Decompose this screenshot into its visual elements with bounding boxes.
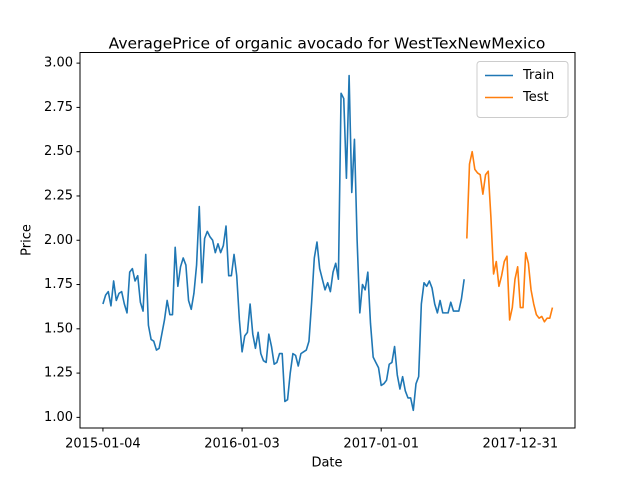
legend-label: Train	[522, 68, 554, 83]
y-axis-label: Price	[20, 224, 35, 256]
data-line	[466, 150, 554, 323]
y-tick-label: 1.75	[44, 277, 73, 292]
x-tick-label: 2017-01-01	[343, 437, 419, 452]
plot-area	[102, 74, 554, 412]
y-tick-label: 2.50	[44, 144, 73, 159]
x-axis-label: Date	[311, 456, 342, 471]
x-tick-label: 2015-01-04	[65, 437, 141, 452]
y-tick-label: 2.25	[44, 188, 73, 203]
chart-title: AveragePrice of organic avocado for West…	[109, 35, 546, 53]
y-tick-label: 3.00	[44, 56, 73, 71]
legend: Train Test	[476, 61, 569, 118]
y-tick-label: 1.50	[44, 321, 73, 336]
y-tick-label: 1.00	[44, 410, 73, 425]
y-tick-label: 1.25	[44, 366, 73, 381]
legend-label: Test	[522, 90, 549, 105]
x-tick-label: 2017-12-31	[483, 437, 559, 452]
x-tick-label: 2016-01-03	[204, 437, 280, 452]
y-tick-label: 2.00	[44, 233, 73, 248]
data-line	[102, 74, 465, 412]
y-tick-label: 2.75	[44, 100, 73, 115]
